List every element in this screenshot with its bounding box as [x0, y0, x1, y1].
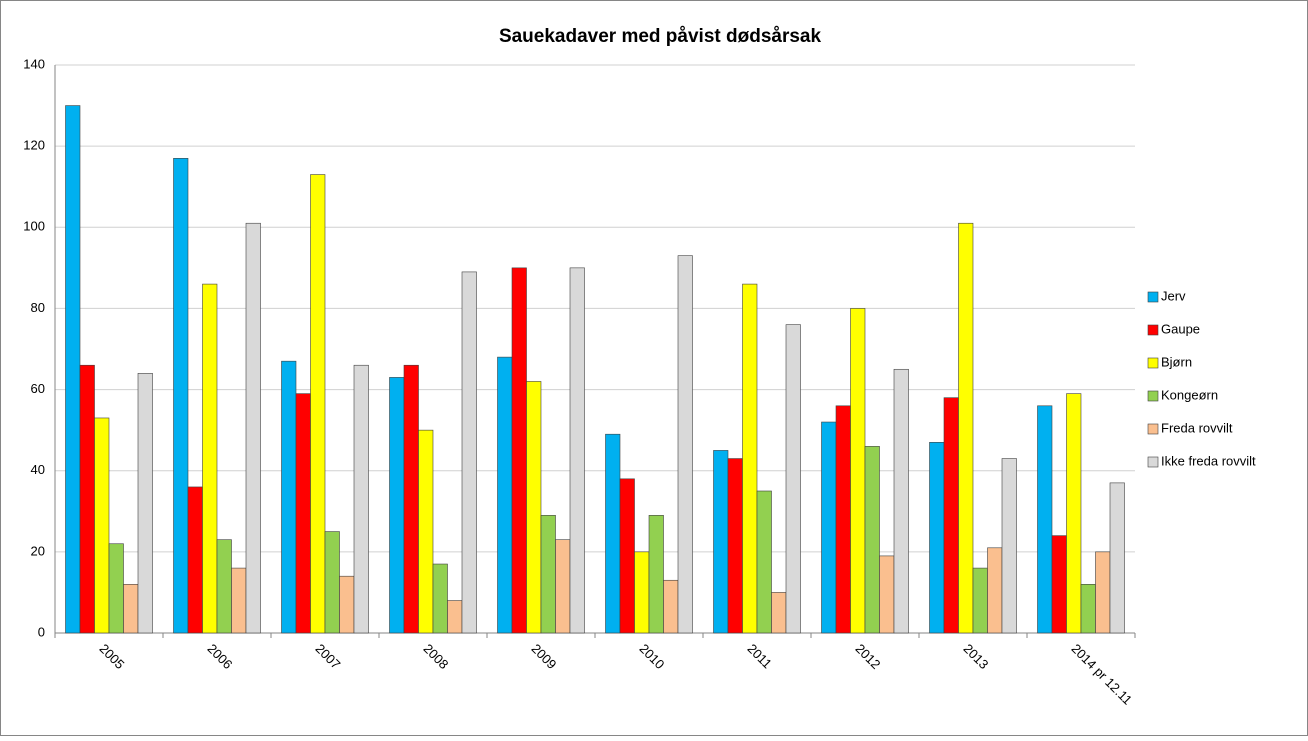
- bar: [123, 584, 139, 634]
- bar: [663, 579, 679, 634]
- bar: [389, 377, 405, 634]
- y-tick-label: 20: [31, 543, 45, 558]
- bar: [526, 381, 542, 634]
- bar: [339, 575, 355, 634]
- y-tick-label: 0: [38, 624, 45, 639]
- bar: [173, 158, 189, 634]
- bar: [295, 393, 311, 634]
- bar: [540, 515, 556, 634]
- bar: [324, 531, 340, 634]
- bar: [771, 592, 787, 634]
- bar: [231, 567, 247, 634]
- bar: [432, 563, 448, 634]
- legend-swatch: [1147, 291, 1159, 303]
- bar: [202, 283, 218, 634]
- y-tick-label: 40: [31, 462, 45, 477]
- bar: [727, 458, 743, 634]
- bar: [850, 308, 866, 634]
- bar: [864, 446, 880, 634]
- bar: [605, 433, 621, 634]
- bar: [756, 490, 772, 634]
- bar: [447, 600, 463, 634]
- legend-swatch: [1147, 324, 1159, 336]
- bar: [958, 222, 974, 634]
- bar: [821, 421, 837, 634]
- bar: [281, 360, 297, 634]
- legend-label: Jerv: [1161, 288, 1186, 303]
- bar: [65, 105, 81, 634]
- y-tick-label: 80: [31, 300, 45, 315]
- bar: [79, 364, 95, 634]
- bar: [403, 364, 419, 634]
- legend-label: Bjørn: [1161, 354, 1192, 369]
- bar: [353, 364, 369, 634]
- bar: [648, 515, 664, 634]
- bar: [418, 429, 434, 634]
- legend-swatch: [1147, 456, 1159, 468]
- bar: [929, 442, 945, 634]
- bar: [893, 368, 909, 634]
- legend-label: Kongeørn: [1161, 387, 1218, 402]
- bar: [497, 356, 513, 634]
- bar: [1095, 551, 1111, 634]
- bar: [94, 417, 110, 634]
- bar: [634, 551, 650, 634]
- bar: [216, 539, 232, 634]
- bar: [1051, 535, 1067, 634]
- y-tick-label: 100: [23, 219, 45, 234]
- legend-swatch: [1147, 357, 1159, 369]
- bar: [187, 486, 203, 634]
- bar: [511, 267, 527, 634]
- bar: [987, 547, 1003, 634]
- bar: [619, 478, 635, 634]
- legend-label: Gaupe: [1161, 321, 1200, 336]
- bar: [1001, 458, 1017, 634]
- legend-label: Ikke freda rovvilt: [1161, 453, 1256, 468]
- bar: [835, 405, 851, 634]
- bar: [713, 450, 729, 634]
- bar: [137, 373, 153, 634]
- legend-label: Freda rovvilt: [1161, 420, 1233, 435]
- bar: [677, 255, 693, 634]
- bar: [1080, 584, 1096, 634]
- bar: [742, 283, 758, 634]
- bar: [1109, 482, 1125, 634]
- y-tick-label: 60: [31, 381, 45, 396]
- bar: [108, 543, 124, 634]
- chart-title: Sauekadaver med påvist dødsårsak: [499, 26, 822, 47]
- bar: [972, 567, 988, 634]
- bar: [569, 267, 585, 634]
- bar: [879, 555, 895, 634]
- bar: [785, 324, 801, 634]
- bar: [555, 539, 571, 634]
- legend-swatch: [1147, 423, 1159, 435]
- y-tick-label: 120: [23, 138, 45, 153]
- bar: [943, 397, 959, 634]
- bar: [310, 174, 326, 634]
- y-tick-label: 140: [23, 56, 45, 71]
- bar: [1066, 393, 1082, 634]
- bar: [461, 271, 477, 634]
- bar: [245, 222, 261, 634]
- bar: [1037, 405, 1053, 634]
- legend-swatch: [1147, 390, 1159, 402]
